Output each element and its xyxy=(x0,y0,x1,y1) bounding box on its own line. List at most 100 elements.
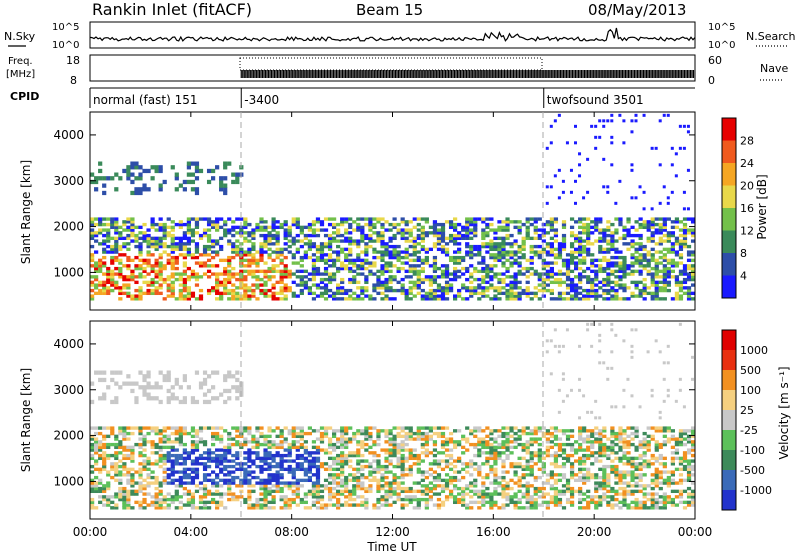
heatmap-cell xyxy=(401,503,405,506)
heatmap-cell xyxy=(219,237,223,240)
heatmap-cell xyxy=(332,487,336,490)
heatmap-cell xyxy=(259,479,263,482)
heatmap-cell xyxy=(183,443,187,446)
heatmap-cell xyxy=(437,223,441,226)
heatmap-cell xyxy=(90,400,94,404)
heatmap-cell xyxy=(550,495,554,498)
heatmap-cell xyxy=(477,490,481,493)
heatmap-cell xyxy=(167,468,171,471)
heatmap-cell xyxy=(489,443,493,446)
heatmap-cell xyxy=(489,437,493,440)
heatmap-cell xyxy=(614,248,618,251)
heatmap-cell xyxy=(538,228,542,231)
heatmap-cell xyxy=(393,473,397,476)
heatmap-cell xyxy=(316,234,320,237)
heatmap-cell xyxy=(457,242,461,245)
heatmap-cell xyxy=(142,454,146,457)
noise-right-tick-bottom: 10^0 xyxy=(708,40,735,51)
heatmap-cell xyxy=(98,259,102,262)
heatmap-cell xyxy=(284,459,288,462)
heatmap-cell xyxy=(312,283,316,286)
heatmap-cell xyxy=(372,248,376,251)
heatmap-cell xyxy=(485,242,489,245)
heatmap-cell xyxy=(308,426,312,429)
heatmap-cell xyxy=(497,278,501,281)
heatmap-cell xyxy=(542,457,546,460)
heatmap-cell xyxy=(183,457,187,460)
heatmap-cell xyxy=(473,462,477,465)
heatmap-cell xyxy=(534,292,538,295)
heatmap-cell xyxy=(187,498,191,501)
heatmap-cell xyxy=(98,281,102,284)
heatmap-cell xyxy=(534,437,538,440)
heatmap-cell xyxy=(167,446,171,449)
heatmap-cell xyxy=(514,437,518,440)
heatmap-cell xyxy=(110,454,114,457)
heatmap-cell xyxy=(505,267,509,270)
heatmap-cell xyxy=(336,481,340,484)
heatmap-cell xyxy=(618,180,621,183)
heatmap-cell xyxy=(413,294,417,297)
heatmap-cell xyxy=(292,498,296,501)
heatmap-cell xyxy=(586,191,589,194)
heatmap-cell xyxy=(413,481,417,484)
heatmap-cell xyxy=(195,165,199,169)
heatmap-cell xyxy=(151,495,155,498)
heatmap-cell xyxy=(235,396,239,400)
heatmap-cell xyxy=(187,165,191,169)
heatmap-cell xyxy=(312,446,316,449)
heatmap-cell xyxy=(267,289,271,292)
heatmap-cell xyxy=(630,226,634,229)
heatmap-cell xyxy=(203,228,207,231)
heatmap-cell xyxy=(344,253,348,256)
heatmap-cell xyxy=(405,487,409,490)
heatmap-cell xyxy=(159,437,163,440)
heatmap-cell xyxy=(469,481,473,484)
heatmap-cell xyxy=(554,248,558,251)
heatmap-cell xyxy=(530,465,534,468)
heatmap-cell xyxy=(203,393,207,397)
heatmap-cell xyxy=(142,498,146,501)
heatmap-cell xyxy=(191,396,195,400)
heatmap-cell xyxy=(102,261,106,264)
noise-right-tick-top: 10^5 xyxy=(708,22,735,33)
heatmap-cell xyxy=(114,187,118,191)
heatmap-cell xyxy=(207,253,211,256)
heatmap-cell xyxy=(473,454,477,457)
heatmap-cell xyxy=(405,457,409,460)
heatmap-cell xyxy=(247,231,251,234)
heatmap-cell xyxy=(671,191,674,194)
heatmap-cell xyxy=(550,261,554,264)
heatmap-cell xyxy=(195,261,199,264)
heatmap-cell xyxy=(518,457,522,460)
heatmap-cell xyxy=(259,278,263,281)
heatmap-cell xyxy=(675,250,679,253)
heatmap-cell xyxy=(251,484,255,487)
heatmap-cell xyxy=(142,479,146,482)
heatmap-cell xyxy=(546,437,550,440)
heatmap-cell xyxy=(489,223,493,226)
heatmap-cell xyxy=(566,283,570,286)
heatmap-cell xyxy=(526,473,530,476)
heatmap-cell xyxy=(296,432,300,435)
heatmap-cell xyxy=(578,267,582,270)
heatmap-cell xyxy=(227,371,231,375)
heatmap-cell xyxy=(586,158,589,161)
heatmap-cell xyxy=(142,492,146,495)
heatmap-cell xyxy=(243,250,247,253)
heatmap-cell xyxy=(574,261,578,264)
heatmap-cell xyxy=(425,256,429,259)
heatmap-cell xyxy=(437,283,441,286)
heatmap-cell xyxy=(562,191,565,194)
heatmap-cell xyxy=(146,187,150,191)
heatmap-cell xyxy=(199,426,203,429)
heatmap-cell xyxy=(183,261,187,264)
heatmap-cell xyxy=(255,465,259,468)
heatmap-cell xyxy=(336,429,340,432)
heatmap-cell xyxy=(598,228,602,231)
heatmap-cell xyxy=(280,473,284,476)
heatmap-cell xyxy=(405,261,409,264)
heatmap-cell xyxy=(312,259,316,262)
heatmap-cell xyxy=(324,426,328,429)
heatmap-cell xyxy=(626,228,630,231)
